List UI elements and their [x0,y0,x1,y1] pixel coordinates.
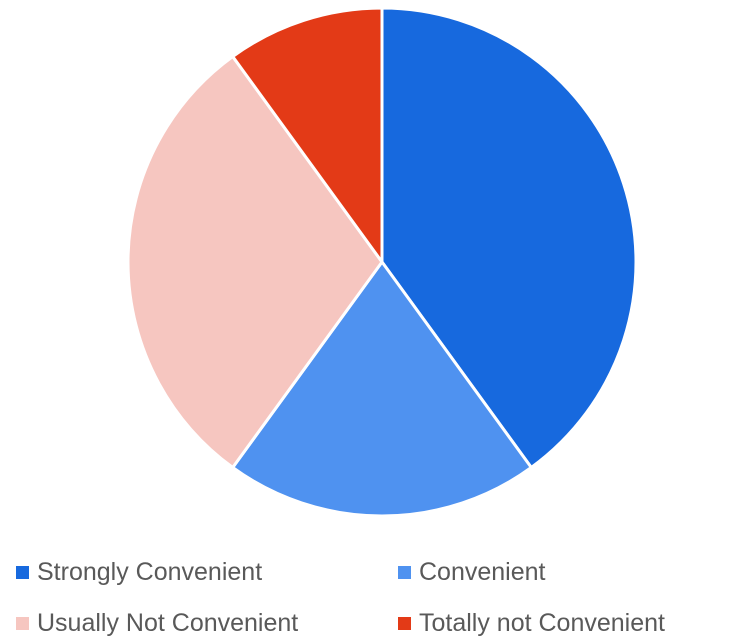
legend-item-convenient: Convenient [398,558,545,587]
pie-slice-totally-not-convenient [231,6,384,264]
legend: Strongly Convenient Convenient Usually N… [0,548,756,642]
legend-swatch-totally-not-convenient [398,617,411,630]
legend-label-usually-not-convenient: Usually Not Convenient [37,609,299,637]
legend-label-totally-not-convenient: Totally not Convenient [419,609,665,637]
legend-swatch-strongly-convenient [16,566,29,579]
pie-slice-strongly-convenient [380,6,638,469]
legend-item-strongly-convenient: Strongly Convenient [16,558,262,587]
legend-item-totally-not-convenient: Totally not Convenient [398,609,665,638]
pie-chart [126,6,638,518]
pie-slice-convenient [231,260,533,518]
pie-slice-usually-not-convenient [126,55,384,469]
legend-swatch-convenient [398,566,411,579]
legend-swatch-usually-not-convenient [16,617,29,630]
legend-label-convenient: Convenient [419,558,546,586]
legend-item-usually-not-convenient: Usually Not Convenient [16,609,298,638]
legend-label-strongly-convenient: Strongly Convenient [37,558,263,586]
